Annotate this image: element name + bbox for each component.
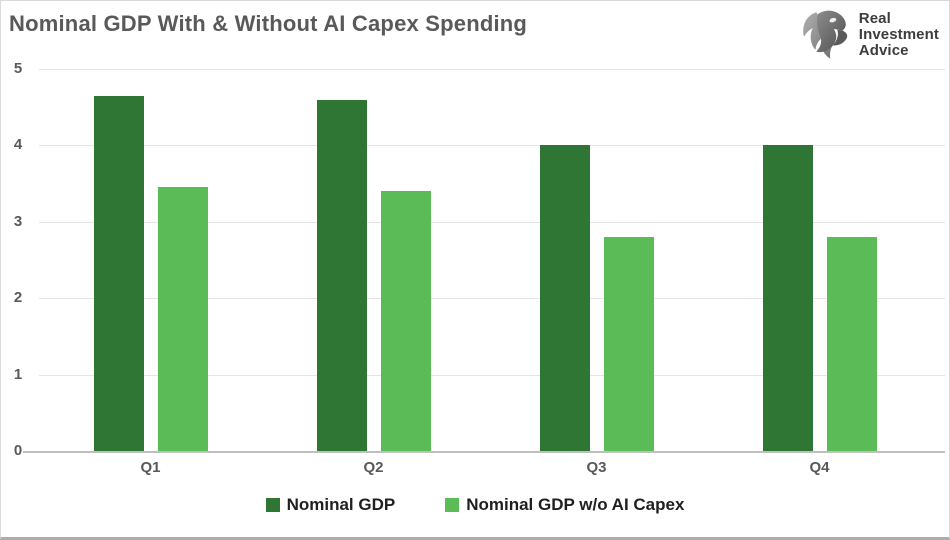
y-tick-label: 3 <box>13 212 23 230</box>
y-tick-label: 1 <box>13 365 23 383</box>
legend-label: Nominal GDP w/o AI Capex <box>466 495 685 514</box>
y-tick-label: 5 <box>13 60 23 77</box>
legend-item: Nominal GDP <box>265 495 396 515</box>
bar-q1-series-1 <box>157 187 208 451</box>
ria-logo-text: Real Investment Advice <box>859 11 939 59</box>
y-tick-label: 0 <box>13 442 23 459</box>
x-axis: Q1 Q2 Q3 Q4 <box>39 459 945 481</box>
bar-q4-series-0 <box>762 145 813 451</box>
gridline <box>39 69 945 70</box>
legend-item: Nominal GDP w/o AI Capex <box>445 495 684 515</box>
x-axis-line <box>23 451 945 453</box>
bar-q2-series-1 <box>380 191 431 451</box>
legend: Nominal GDP Nominal GDP w/o AI Capex <box>1 495 949 515</box>
gridline <box>39 298 945 300</box>
y-tick-label: 4 <box>13 136 23 154</box>
legend-swatch <box>265 498 280 512</box>
ria-eagle-icon <box>803 10 848 59</box>
x-tick-label: Q2 <box>363 459 384 476</box>
bar-q4-series-1 <box>826 237 877 451</box>
ria-logo: Real Investment Advice <box>797 7 939 63</box>
gridline <box>39 374 945 376</box>
x-tick-label: Q1 <box>140 459 161 476</box>
legend-label: Nominal GDP <box>286 495 396 514</box>
y-axis: 5 4 3 2 1 0 <box>7 60 29 459</box>
bar-q1-series-0 <box>93 95 144 451</box>
legend-swatch <box>445 498 460 512</box>
bar-q3-series-1 <box>603 237 654 451</box>
x-tick-label: Q3 <box>586 459 607 476</box>
gridline <box>39 145 945 147</box>
bar-q2-series-0 <box>316 99 367 451</box>
plot-area <box>23 69 945 453</box>
logo-line-investment: Investment <box>858 26 939 43</box>
gridline <box>39 221 945 223</box>
x-tick-label: Q4 <box>809 459 830 476</box>
y-tick-label: 2 <box>13 289 23 307</box>
logo-line-advice: Advice <box>858 42 909 59</box>
logo-line-real: Real <box>858 10 891 27</box>
bar-q3-series-0 <box>539 145 590 451</box>
chart-title: Nominal GDP With & Without AI Capex Spen… <box>9 11 528 36</box>
